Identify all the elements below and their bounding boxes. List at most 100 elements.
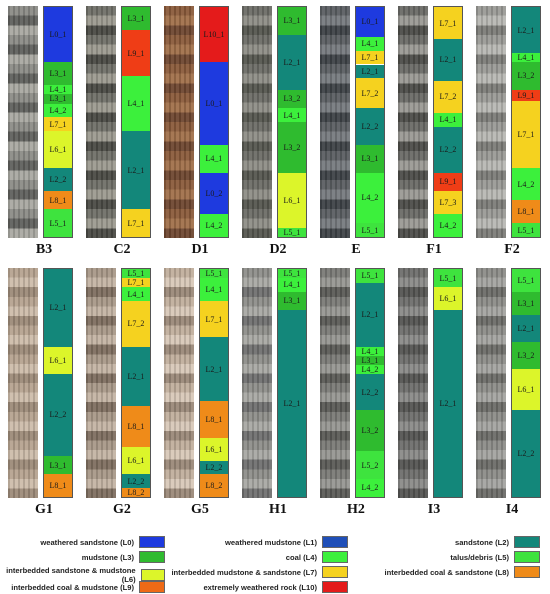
outcrop-photo	[242, 268, 272, 498]
layer-label: L4_2	[49, 105, 67, 115]
layer-l4-2: L4_2	[356, 364, 384, 374]
lithology-column: L0_1 L4_1 L7_1 L2_1 L7_2 L2_2 L3_1 L4_2 L5_1	[355, 6, 385, 238]
layer-label: L5_1	[205, 269, 223, 279]
site-label-h2: H2	[347, 502, 365, 517]
lithology-column: L5_1 L3_1 L2_1 L3_2 L6_1 L2_2	[511, 268, 541, 498]
legend-text: weathered mudstone (L1)	[225, 537, 317, 547]
layer-l9-1: L9_1	[512, 89, 540, 102]
lithology-column: L0_1 L3_1 L4_1 L3_1 L4_2 L7_1 L6_1 L2_2 L8_1 L5_1	[43, 6, 73, 238]
layer-label: L8_1	[205, 414, 223, 424]
layer-l2-1: L2_1	[356, 282, 384, 347]
layer-l2-2: L2_2	[434, 126, 462, 173]
photo-texture	[164, 6, 194, 238]
layer-label: L6_1	[517, 385, 535, 395]
layer-label: L7_1	[361, 53, 379, 63]
legend: weathered sandstone (L0) weathered mudsto…	[0, 530, 550, 594]
layer-label: L4_1	[205, 285, 223, 294]
layer-l7-1: L7_1	[356, 50, 384, 65]
layer-l8-1: L8_1	[512, 200, 540, 224]
legend-item: weathered mudstone (L1)	[225, 536, 348, 548]
layer-label: L2_1	[127, 165, 145, 175]
layer-l5-1: L5_1	[122, 269, 150, 279]
outcrop-photo	[86, 268, 116, 498]
legend-swatch	[139, 551, 165, 563]
outcrop-photo	[320, 6, 350, 238]
layer-label: L7_2	[439, 92, 457, 102]
outcrop-photo	[8, 268, 38, 498]
legend-item: talus/debris (L5)	[450, 551, 540, 563]
layer-l2-1: L2_1	[512, 314, 540, 342]
layer-l7-3: L7_3	[434, 191, 462, 214]
layer-label: L5_1	[361, 271, 379, 281]
layer-label: L2_2	[49, 175, 67, 184]
layer-label: L5_1	[517, 275, 535, 285]
layer-label: L7_1	[49, 119, 67, 129]
layer-label: L7_1	[439, 18, 457, 28]
layer-label: L7_1	[127, 218, 145, 228]
lithology-column: L5_1 L4_1 L7_1 L2_1 L8_1 L6_1 L2_2 L8_2	[199, 268, 229, 498]
legend-text: interbedded coal & sandstone (L8)	[384, 567, 509, 577]
layer-l6-1: L6_1	[44, 346, 72, 374]
legend-swatch	[322, 581, 348, 593]
layer-label: L5_1	[361, 225, 379, 235]
layer-label: L7_2	[127, 319, 145, 329]
legend-text: interbedded mudstone & sandstone (L7)	[171, 567, 317, 577]
layer-label: L3_2	[517, 351, 535, 361]
layer-label: L2_2	[127, 476, 145, 486]
lithology-column: L5_1 L4_1 L3_1 L2_1	[277, 268, 307, 498]
layer-l0-1: L0_1	[200, 62, 228, 145]
layer-label: L3_1	[49, 94, 67, 104]
layer-label: L7_1	[205, 314, 223, 324]
layer-label: L3_1	[49, 460, 67, 470]
layer-label: L2_2	[361, 122, 379, 132]
photo-texture	[164, 268, 194, 498]
layer-l4-2: L4_2	[434, 214, 462, 237]
layer-label: L2_1	[127, 371, 145, 381]
layer-label: L4_1	[205, 154, 223, 164]
layer-l3-1: L3_1	[512, 291, 540, 315]
layer-l7-1: L7_1	[44, 117, 72, 132]
layer-label: L0_1	[49, 30, 67, 40]
layer-l2-1: L2_1	[200, 337, 228, 402]
lithology-column: L5_1 L7_1 L4_1 L7_2 L2_1 L8_1 L6_1 L2_2 L8_2	[121, 268, 151, 498]
layer-label: L0_1	[361, 17, 379, 27]
layer-label: L3_1	[517, 298, 535, 308]
site-label-g2: G2	[113, 502, 131, 517]
legend-text: extremely weathered rock (L10)	[203, 582, 317, 592]
site-label-f1: F1	[426, 242, 442, 257]
site-label-e: E	[351, 242, 361, 257]
legend-text: interbedded coal & mudstone (L9)	[11, 582, 134, 592]
legend-swatch	[514, 536, 540, 548]
layer-l5-1: L5_1	[278, 227, 306, 237]
layer-label: L6_1	[49, 355, 67, 365]
layer-label: L3_1	[49, 69, 67, 79]
site-label-i4: I4	[505, 502, 519, 517]
layer-l3-1: L3_1	[278, 7, 306, 35]
layer-label: L2_1	[439, 399, 457, 408]
layer-label: L6_1	[49, 145, 67, 155]
legend-text: coal (L4)	[285, 552, 317, 562]
site-label-c2: C2	[113, 242, 131, 257]
legend-swatch	[139, 581, 165, 593]
layer-label: L8_2	[127, 487, 145, 497]
layer-l4-1: L4_1	[356, 346, 384, 356]
layer-l4-2: L4_2	[44, 103, 72, 118]
lithology-column: L5_1 L6_1 L2_1	[433, 268, 463, 498]
layer-label: L4_1	[127, 99, 145, 109]
layer-label: L5_1	[283, 227, 301, 237]
lithology-column: L10_1 L0_1 L4_1 L0_2 L4_2	[199, 6, 229, 238]
layer-l6-1: L6_1	[512, 369, 540, 411]
lithology-column: L3_1 L2_1 L3_2 L4_1 L3_2 L6_1 L5_1	[277, 6, 307, 238]
layer-label: L2_1	[49, 303, 67, 313]
layer-l4-2: L4_2	[356, 172, 384, 224]
layer-l3-2: L3_2	[278, 89, 306, 109]
layer-label: L5_1	[517, 225, 535, 235]
legend-item: weathered sandstone (L0)	[40, 536, 165, 548]
layer-l9-1: L9_1	[122, 30, 150, 76]
site-label-g5: G5	[191, 502, 209, 517]
layer-l7-1: L7_1	[200, 300, 228, 338]
outcrop-photo	[164, 6, 194, 238]
layer-label: L5_1	[283, 269, 301, 279]
layer-l7-2: L7_2	[122, 300, 150, 347]
legend-swatch	[140, 569, 165, 581]
